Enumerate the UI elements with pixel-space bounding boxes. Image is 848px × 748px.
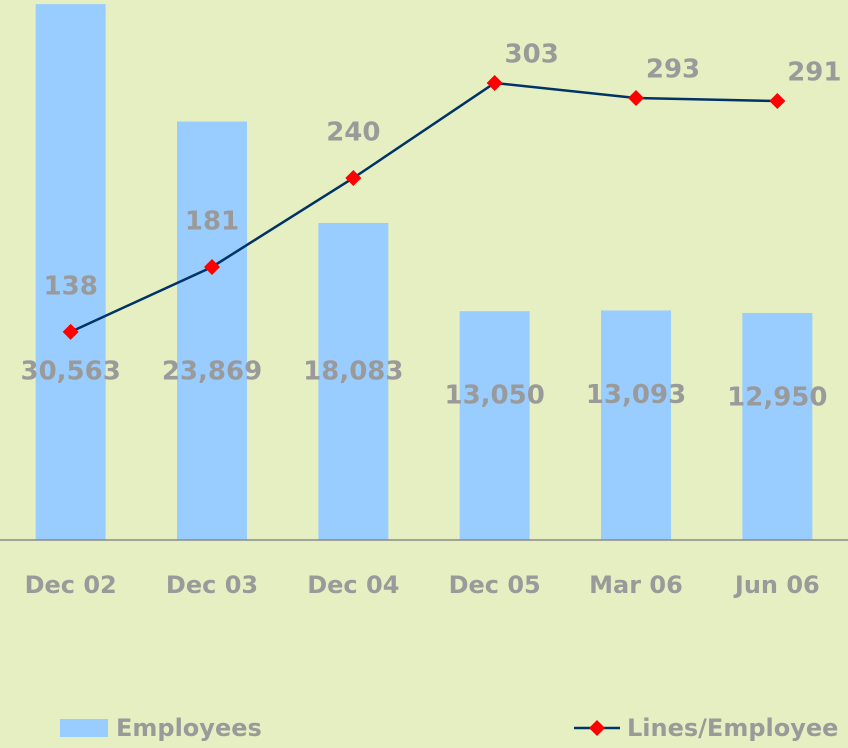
bar-value-label: 23,869: [162, 357, 262, 387]
line-marker: [345, 169, 362, 186]
bar-value-label: 13,093: [586, 380, 686, 410]
x-tick-label: Jun 06: [733, 571, 820, 599]
x-tick-label: Dec 04: [307, 571, 399, 599]
legend-swatch: [60, 719, 108, 737]
bar-value-label: 13,050: [444, 381, 544, 411]
line-value-label: 303: [505, 39, 559, 69]
bar-value-label: 30,563: [20, 357, 120, 387]
bar-value-label: 12,950: [727, 382, 827, 412]
line: [70, 81, 778, 333]
line-marker: [62, 323, 79, 340]
bar: [318, 222, 389, 540]
legend-marker: [589, 720, 605, 736]
bar: [742, 312, 813, 540]
x-tick-label: Dec 05: [449, 571, 541, 599]
legend-label: Employees: [116, 714, 262, 742]
line-marker: [628, 90, 644, 107]
bar: [601, 310, 671, 540]
bar: [35, 4, 106, 540]
x-tick-label: Dec 02: [25, 571, 117, 599]
x-tick-label: Mar 06: [589, 571, 683, 599]
line-value-label: 138: [44, 271, 98, 301]
line-marker: [486, 74, 503, 91]
line-value-label: 291: [787, 58, 841, 88]
legend-label: Lines/Employee: [627, 714, 838, 742]
line-value-label: 181: [185, 206, 239, 236]
line-marker: [769, 93, 786, 110]
bar: [459, 311, 530, 540]
bar-value-label: 18,083: [303, 357, 403, 387]
line-marker: [204, 258, 220, 275]
line-value-label: 293: [646, 55, 700, 85]
line-value-label: 240: [326, 117, 380, 147]
x-tick-label: Dec 03: [166, 571, 258, 599]
bar: [177, 121, 247, 541]
